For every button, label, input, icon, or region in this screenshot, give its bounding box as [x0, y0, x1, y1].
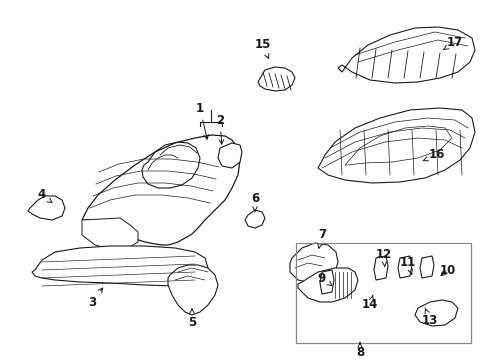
Polygon shape [397, 256, 411, 278]
Text: 13: 13 [421, 308, 437, 327]
Polygon shape [414, 300, 457, 326]
Polygon shape [297, 268, 357, 302]
Polygon shape [218, 143, 242, 168]
Text: 6: 6 [250, 192, 259, 211]
Text: 1: 1 [196, 102, 208, 139]
Polygon shape [319, 270, 333, 294]
Bar [295, 243, 470, 343]
Text: 16: 16 [423, 148, 444, 162]
Polygon shape [258, 67, 294, 91]
Text: 5: 5 [187, 309, 196, 328]
Text: 2: 2 [216, 113, 224, 144]
Polygon shape [82, 218, 138, 250]
Polygon shape [337, 27, 474, 83]
Polygon shape [244, 210, 264, 228]
Text: 7: 7 [317, 229, 325, 248]
Text: 4: 4 [38, 189, 52, 203]
Text: 17: 17 [443, 36, 462, 49]
Polygon shape [32, 246, 207, 286]
Text: 14: 14 [361, 296, 377, 311]
Polygon shape [317, 108, 474, 183]
Text: 10: 10 [439, 264, 455, 276]
Text: 11: 11 [399, 256, 415, 274]
Polygon shape [289, 243, 337, 283]
Polygon shape [419, 256, 433, 278]
Polygon shape [28, 196, 65, 220]
Polygon shape [168, 265, 218, 315]
Polygon shape [82, 135, 240, 245]
Text: 9: 9 [317, 271, 331, 285]
Text: 3: 3 [88, 288, 102, 309]
Text: 15: 15 [254, 39, 271, 58]
Text: 8: 8 [355, 343, 364, 359]
Polygon shape [373, 256, 387, 280]
Text: 12: 12 [375, 248, 391, 267]
